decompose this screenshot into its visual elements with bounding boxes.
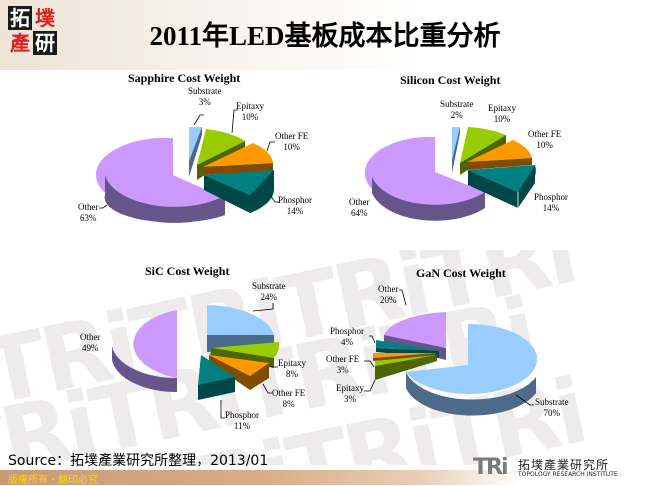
value-substrate: 70% — [543, 408, 561, 418]
label-epitaxy: Epitaxy — [236, 101, 264, 111]
value-other: 49% — [82, 343, 99, 353]
page-title: 2011年LED基板成本比重分析 — [149, 21, 501, 51]
value-other: 20% — [380, 295, 397, 305]
value-phosphor: 4% — [341, 337, 353, 347]
label-substrate: Substrate — [252, 281, 286, 291]
label-other-fe: Other FE — [275, 131, 309, 141]
footer-bar — [0, 470, 650, 485]
label-other: Other — [80, 332, 101, 342]
value-other-fe: 3% — [336, 365, 349, 375]
chart-title: Sapphire Cost Weight — [128, 71, 241, 85]
silicon-pie-chart: Silicon Cost Weight Substrate 2% Epitaxy 1… — [335, 65, 595, 235]
value-phosphor: 14% — [286, 206, 304, 216]
logo-char: 拓 — [8, 6, 32, 30]
brand-logo: 拓 墣 產 研 — [8, 6, 58, 56]
chart-title: GaN Cost Weight — [416, 266, 506, 280]
value-substrate: 3% — [198, 97, 211, 107]
value-substrate: 2% — [450, 110, 463, 120]
header-background — [0, 0, 650, 70]
sic-pie-chart: SiC Cost Weight Substrate 24% Epitaxy 8% O… — [70, 260, 330, 440]
copyright-notice: 版權所有・翻印必究 — [8, 475, 98, 486]
label-other: Other — [349, 197, 370, 207]
label-substrate: Substrate — [188, 86, 222, 96]
value-epitaxy: 10% — [493, 114, 511, 124]
label-phosphor: Phosphor — [330, 326, 365, 336]
org-name-cn: 拓墣產業研究所 — [518, 458, 610, 472]
source-note: Source：拓墣產業研究所整理，2013/01 — [8, 453, 269, 469]
chart-title: SiC Cost Weight — [145, 264, 230, 278]
value-other: 63% — [80, 213, 97, 223]
label-phosphor: Phosphor — [534, 192, 569, 202]
value-other-fe: 10% — [283, 142, 300, 152]
pie-graphic — [95, 109, 279, 223]
label-epitaxy: Epitaxy — [278, 358, 306, 368]
label-epitaxy: Epitaxy — [488, 103, 516, 113]
org-name-en: TOPOLOGY RESEARCH INSTITUTE — [518, 471, 618, 478]
value-phosphor: 14% — [542, 203, 560, 213]
pie-graphic — [112, 303, 280, 419]
sapphire-pie-chart: Sapphire Cost Weight Substrate 3% Epitaxy… — [70, 65, 330, 235]
label-other: Other — [378, 284, 399, 294]
tri-logo-mark: TRi — [473, 455, 508, 480]
logo-char: 產 — [10, 31, 30, 55]
value-epitaxy: 8% — [286, 369, 298, 379]
pie-graphic — [364, 289, 538, 416]
value-substrate: 24% — [260, 292, 278, 302]
value-other: 64% — [351, 208, 368, 218]
label-substrate: Substrate — [535, 397, 569, 407]
value-epitaxy: 10% — [241, 112, 259, 122]
logo-char: 研 — [33, 31, 57, 55]
org-logo: TRi 拓墣產業研究所 TOPOLOGY RESEARCH INSTITUTE — [473, 455, 643, 483]
label-epitaxy: Epitaxy — [336, 383, 364, 393]
value-phosphor: 11% — [233, 421, 251, 431]
logo-char: 墣 — [35, 6, 55, 30]
chart-title: Silicon Cost Weight — [400, 73, 501, 87]
label-other-fe: Other FE — [528, 129, 562, 139]
label-phosphor: Phosphor — [278, 195, 313, 205]
value-other-fe: 10% — [536, 140, 553, 150]
label-other: Other — [78, 202, 99, 212]
gan-pie-chart: GaN Cost Weight Substrate 70% Epitaxy 3% O… — [320, 260, 580, 440]
label-substrate: Substrate — [440, 99, 474, 109]
label-other-fe: Other FE — [272, 388, 306, 398]
value-other-fe: 8% — [282, 399, 295, 409]
value-epitaxy: 3% — [344, 394, 356, 404]
label-other-fe: Other FE — [326, 354, 360, 364]
pie-graphic — [364, 127, 537, 221]
label-phosphor: Phosphor — [225, 410, 260, 420]
